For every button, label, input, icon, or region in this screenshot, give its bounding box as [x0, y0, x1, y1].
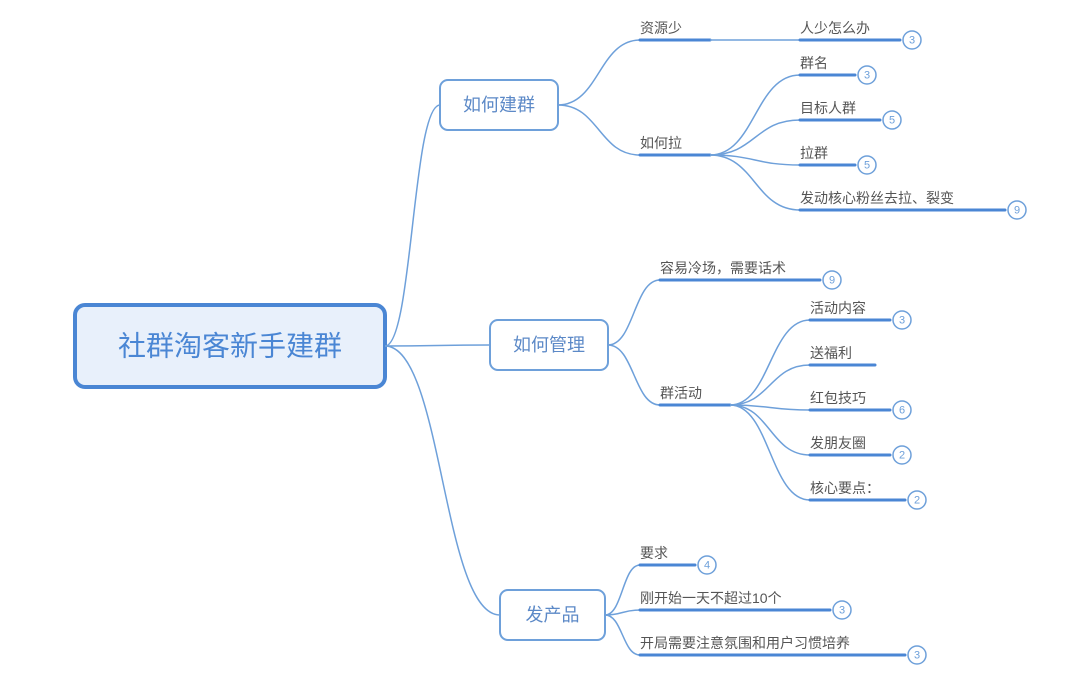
connector: [605, 615, 640, 655]
count-badge-value: 3: [839, 604, 845, 616]
connector: [605, 565, 640, 615]
leaf-label: 拉群: [800, 145, 828, 161]
branch-label: 发产品: [526, 605, 580, 625]
connector: [385, 346, 500, 615]
count-badge-value: 5: [864, 159, 870, 171]
leaf-label: 要求: [640, 545, 668, 561]
connector: [710, 120, 800, 155]
leaf-label: 如何拉: [640, 135, 682, 151]
leaf-label: 人少怎么办: [800, 20, 870, 36]
leaf-label: 活动内容: [810, 300, 866, 316]
connector: [710, 75, 800, 155]
leaf-label: 发动核心粉丝去拉、裂变: [800, 190, 954, 206]
count-badge-value: 3: [914, 649, 920, 661]
count-badge-value: 3: [909, 34, 915, 46]
leaf-label: 群活动: [660, 385, 702, 401]
root-label: 社群淘客新手建群: [118, 330, 342, 361]
count-badge-value: 9: [1014, 204, 1020, 216]
count-badge-value: 2: [914, 494, 920, 506]
leaf-label: 目标人群: [800, 100, 856, 116]
connector: [730, 405, 810, 455]
connector: [385, 345, 490, 346]
connector: [558, 40, 640, 105]
connector: [730, 320, 810, 405]
leaf-label: 开局需要注意氛围和用户习惯培养: [640, 635, 850, 651]
leaf-label: 群名: [800, 55, 828, 71]
count-badge-value: 2: [899, 449, 905, 461]
count-badge-value: 9: [829, 274, 835, 286]
leaf-label: 送福利: [810, 345, 852, 361]
leaf-label: 资源少: [640, 20, 682, 36]
leaf-label: 核心要点：: [810, 480, 880, 496]
count-badge-value: 3: [899, 314, 905, 326]
count-badge-value: 4: [704, 559, 710, 571]
leaf-label: 红包技巧: [810, 390, 866, 406]
leaf-label: 刚开始一天不超过10个: [640, 590, 782, 606]
mindmap-diagram: 社群淘客新手建群 如何建群 资源少 人少怎么办 3 如何拉 群名 3 目标人群 5 拉群 5 发动核心粉…: [0, 0, 1080, 694]
connector: [558, 105, 640, 155]
branch-label: 如何建群: [463, 95, 535, 115]
count-badge-value: 6: [899, 404, 905, 416]
connector: [730, 365, 810, 405]
count-badge-value: 5: [889, 114, 895, 126]
branch-label: 如何管理: [513, 335, 585, 355]
connector: [608, 280, 660, 345]
connector: [710, 155, 800, 210]
leaf-label: 发朋友圈: [810, 435, 866, 451]
leaf-label: 容易冷场，需要话术: [660, 260, 786, 276]
connector: [385, 105, 440, 346]
connector: [608, 345, 660, 405]
count-badge-value: 3: [864, 69, 870, 81]
